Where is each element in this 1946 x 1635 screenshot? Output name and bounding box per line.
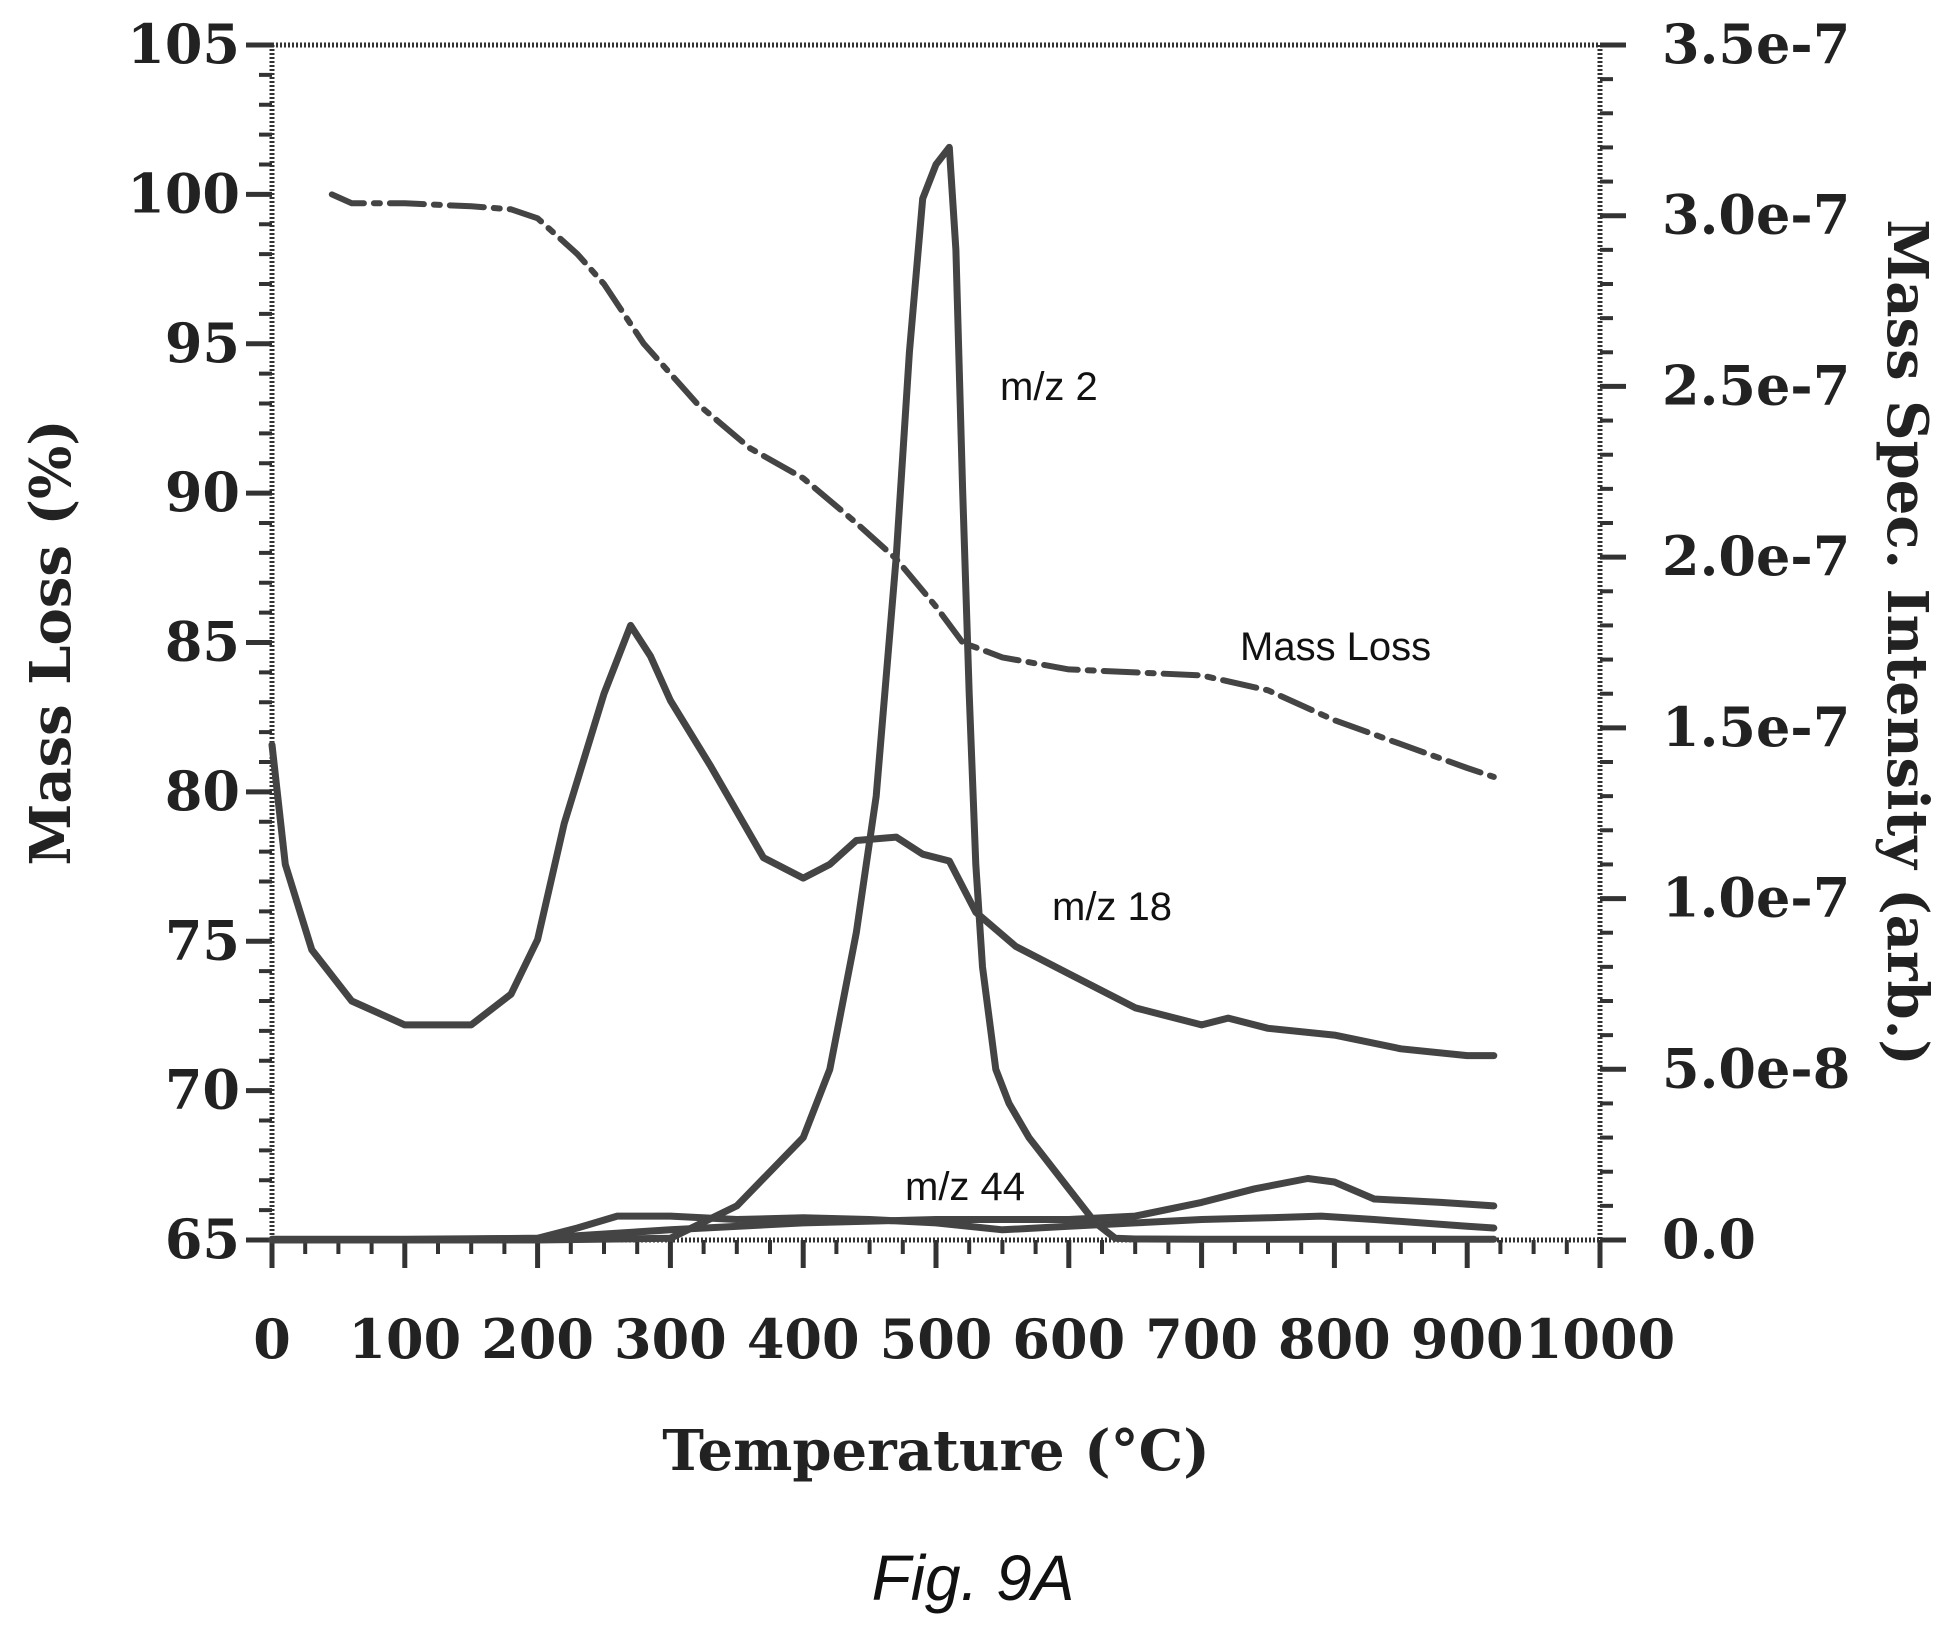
y-left-tick-label: 95	[165, 311, 240, 375]
x-tick-label: 800	[1278, 1307, 1391, 1371]
x-tick-label: 300	[614, 1307, 727, 1371]
y-left-tick-label: 80	[165, 759, 240, 823]
figure-caption: Fig. 9A	[872, 1542, 1075, 1614]
y-left-tick-label: 65	[165, 1207, 240, 1271]
x-tick-label: 900	[1411, 1307, 1524, 1371]
y-left-tick-label: 105	[127, 12, 240, 76]
series-layer	[268, 143, 1498, 1244]
y-left-tick-label: 75	[165, 908, 240, 972]
y-right-axis-title: Mass Spec. Intensity (arb.)	[1874, 219, 1940, 1065]
series-line-m-z-18	[268, 621, 1498, 1060]
annotation-mz18: m/z 18	[1052, 885, 1172, 929]
x-axis-ticks: 0 100 200 300 400 500 600 700 800 900 1000	[253, 1240, 1675, 1371]
annotation-mass-loss: Mass Loss	[1240, 625, 1431, 669]
series-line-mass-loss	[328, 191, 1497, 780]
series-line-m-z-2	[268, 143, 1498, 1244]
annotation-mz44: m/z 44	[905, 1165, 1025, 1209]
annotation-mz2: m/z 2	[1000, 365, 1098, 409]
x-tick-label: 0	[253, 1307, 291, 1371]
x-tick-label: 700	[1145, 1307, 1258, 1371]
y-left-tick-label: 85	[165, 610, 240, 674]
y-right-tick-label: 1.0e-7	[1662, 866, 1850, 930]
x-tick-label: 200	[481, 1307, 594, 1371]
y-left-axis-ticks: 65 70 75 80 85 90 95 100 105	[127, 12, 272, 1271]
x-tick-label: 400	[747, 1307, 860, 1371]
y-left-tick-label: 100	[127, 161, 240, 225]
y-right-tick-label: 2.0e-7	[1662, 524, 1850, 588]
x-tick-label: 600	[1012, 1307, 1125, 1371]
y-right-tick-label: 2.5e-7	[1662, 353, 1850, 417]
x-tick-label: 500	[880, 1307, 993, 1371]
y-right-tick-label: 3.0e-7	[1662, 183, 1850, 247]
y-left-tick-label: 90	[165, 460, 240, 524]
y-right-tick-label: 0.0	[1662, 1207, 1756, 1271]
y-right-tick-label: 3.5e-7	[1662, 12, 1850, 76]
x-tick-label: 1000	[1525, 1307, 1675, 1371]
series-line-unlabeled-4	[268, 1175, 1498, 1244]
y-right-tick-label: 1.5e-7	[1662, 695, 1850, 759]
y-right-tick-label: 5.0e-8	[1662, 1036, 1850, 1100]
y-right-axis-ticks: 0.0 5.0e-8 1.0e-7 1.5e-7 2.0e-7 2.5e-7 3.0e-7 3…	[1600, 12, 1850, 1271]
x-axis-title: Temperature (°C)	[662, 1418, 1209, 1484]
x-tick-label: 100	[348, 1307, 461, 1371]
y-left-axis-title: Mass Loss (%)	[18, 419, 84, 865]
y-left-tick-label: 70	[165, 1058, 240, 1122]
